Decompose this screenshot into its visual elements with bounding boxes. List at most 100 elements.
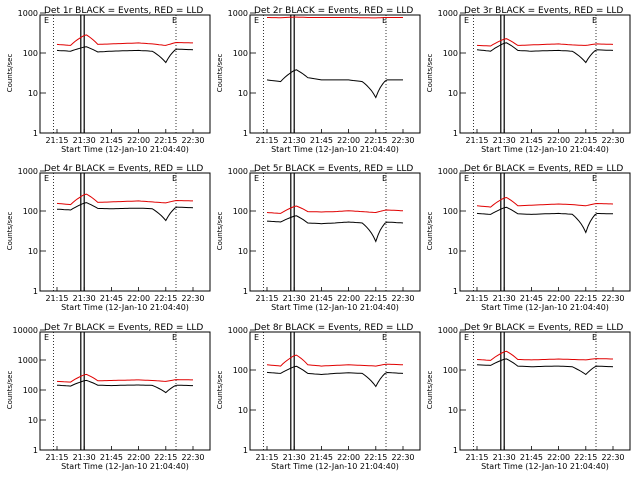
x-tick-label: 21:30: [283, 136, 306, 145]
x-tick-label: 21:15: [465, 294, 488, 303]
y-axis-label: Counts/sec: [216, 371, 224, 410]
y-tick-label: 10: [28, 247, 38, 256]
flag-label: E: [44, 16, 49, 25]
x-axis-label: Start Time (12-Jan-10 21:04:40): [271, 303, 399, 312]
lld-series-line: [56, 373, 193, 383]
lld-series-line: [476, 196, 614, 208]
y-tick-label: 1: [33, 287, 38, 296]
events-series-line: [56, 202, 194, 222]
y-tick-label: 100: [23, 386, 38, 395]
x-tick-label: 22:30: [181, 453, 204, 462]
x-tick-label: 21:15: [45, 136, 68, 145]
flag-label: E: [254, 333, 259, 342]
y-tick-label: 10000: [13, 326, 38, 335]
flag-label: E: [172, 174, 177, 183]
x-tick-label: 22:15: [574, 294, 597, 303]
x-tick-label: 22:15: [364, 136, 387, 145]
flag-label: E: [382, 16, 387, 25]
y-tick-label: 1: [33, 446, 38, 455]
x-tick-label: 21:30: [283, 294, 306, 303]
y-axis-label: Counts/sec: [6, 54, 14, 93]
x-tick-label: 22:15: [574, 453, 597, 462]
flag-label: E: [172, 333, 177, 342]
events-series-line: [476, 42, 614, 64]
x-tick-label: 22:15: [574, 136, 597, 145]
x-tick-label: 21:15: [465, 453, 488, 462]
panel-title: Det 5r BLACK = Events, RED = LLD: [254, 164, 413, 174]
events-series-line: [266, 365, 404, 388]
x-tick-label: 22:30: [601, 294, 624, 303]
y-tick-label: 1000: [438, 326, 458, 335]
y-tick-label: 1000: [438, 9, 458, 18]
panel-title: Det 7r BLACK = Events, RED = LLD: [44, 323, 203, 333]
panel-title: Det 8r BLACK = Events, RED = LLD: [254, 323, 413, 333]
y-axis-label: Counts/sec: [216, 54, 224, 93]
lld-series-line: [476, 350, 613, 361]
x-tick-label: 22:15: [154, 136, 177, 145]
y-tick-label: 10: [448, 89, 458, 98]
flag-label: E: [254, 174, 259, 183]
flag-label: E: [592, 16, 597, 25]
plot-frame: [39, 331, 211, 451]
x-tick-label: 21:30: [73, 453, 96, 462]
plot-frame: [249, 14, 421, 134]
plot-frame: [39, 172, 211, 292]
events-series-line: [476, 206, 613, 234]
x-tick-label: 21:30: [73, 294, 96, 303]
x-tick-label: 22:30: [391, 294, 414, 303]
x-tick-label: 21:15: [45, 294, 68, 303]
panel-title: Det 6r BLACK = Events, RED = LLD: [464, 164, 623, 174]
plot-frame: [249, 331, 421, 451]
y-tick-label: 10: [448, 406, 458, 415]
y-tick-label: 1: [453, 446, 458, 455]
x-tick-label: 22:15: [364, 294, 387, 303]
x-tick-label: 22:30: [391, 453, 414, 462]
lld-series-line: [56, 34, 193, 46]
x-tick-label: 22:30: [601, 453, 624, 462]
flag-label: E: [464, 174, 469, 183]
y-tick-label: 1000: [228, 326, 248, 335]
events-series-line: [266, 215, 404, 243]
y-axis-label: Counts/sec: [426, 371, 434, 410]
y-tick-label: 1: [33, 129, 38, 138]
y-tick-label: 1000: [18, 9, 38, 18]
plot-frame: [249, 172, 421, 292]
plot-frame: [459, 172, 631, 292]
x-tick-label: 22:00: [547, 453, 570, 462]
x-tick-label: 21:15: [465, 136, 488, 145]
y-tick-label: 10: [238, 89, 248, 98]
x-tick-label: 21:45: [100, 294, 123, 303]
x-tick-label: 21:45: [100, 136, 123, 145]
y-tick-label: 100: [233, 366, 248, 375]
y-axis-label: Counts/sec: [6, 371, 14, 410]
y-tick-label: 1: [453, 287, 458, 296]
y-tick-label: 1000: [228, 9, 248, 18]
y-tick-label: 100: [233, 207, 248, 216]
x-tick-label: 21:30: [493, 453, 516, 462]
x-tick-label: 21:15: [255, 294, 278, 303]
x-tick-label: 21:30: [493, 136, 516, 145]
lld-series-line: [266, 354, 404, 367]
y-tick-label: 100: [23, 49, 38, 58]
flag-label: E: [172, 16, 177, 25]
panel-title: Det 2r BLACK = Events, RED = LLD: [254, 6, 413, 16]
x-tick-label: 22:00: [127, 294, 150, 303]
flag-label: E: [44, 174, 49, 183]
y-tick-label: 10: [238, 406, 248, 415]
lld-series-line: [476, 38, 614, 47]
events-series-line: [266, 69, 403, 99]
y-axis-label: Counts/sec: [426, 54, 434, 93]
x-tick-label: 21:30: [493, 294, 516, 303]
flag-label: E: [464, 333, 469, 342]
x-tick-label: 21:15: [255, 453, 278, 462]
events-series-line: [476, 358, 614, 376]
y-tick-label: 1000: [18, 356, 38, 365]
lld-series-line: [56, 193, 193, 206]
x-tick-label: 22:30: [181, 294, 204, 303]
